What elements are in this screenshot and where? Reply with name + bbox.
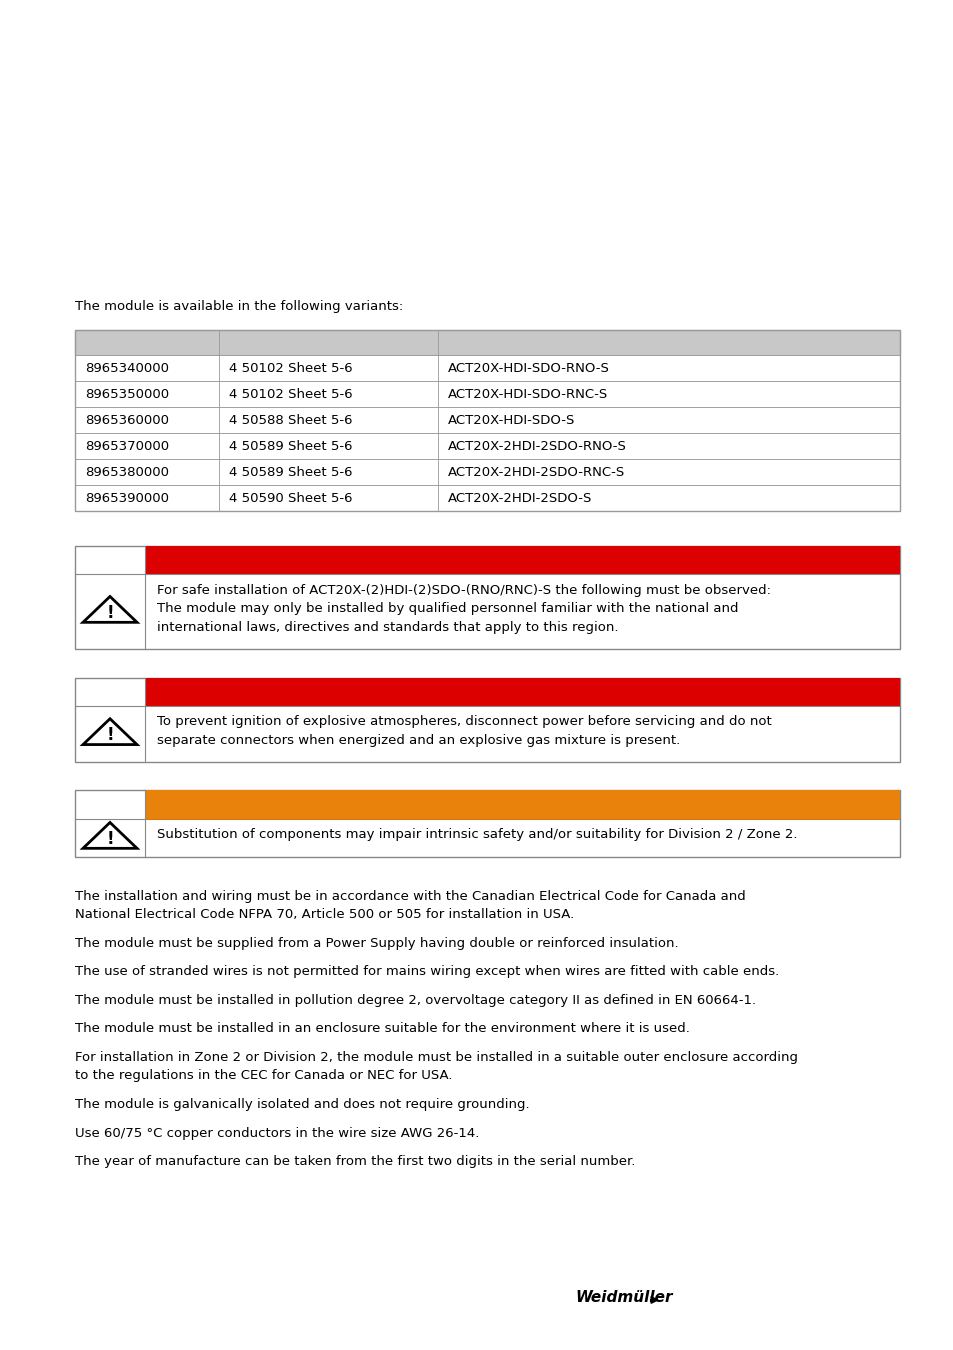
FancyBboxPatch shape bbox=[75, 329, 899, 355]
FancyBboxPatch shape bbox=[75, 459, 899, 485]
Text: The module is galvanically isolated and does not require grounding.: The module is galvanically isolated and … bbox=[75, 1098, 529, 1111]
FancyBboxPatch shape bbox=[145, 545, 899, 574]
Text: The use of stranded wires is not permitted for mains wiring except when wires ar: The use of stranded wires is not permitt… bbox=[75, 965, 779, 979]
Text: to the regulations in the CEC for Canada or NEC for USA.: to the regulations in the CEC for Canada… bbox=[75, 1069, 452, 1083]
Text: ACT20X-2HDI-2SDO-S: ACT20X-2HDI-2SDO-S bbox=[448, 491, 592, 505]
Text: Use 60/75 °C copper conductors in the wire size AWG 26-14.: Use 60/75 °C copper conductors in the wi… bbox=[75, 1126, 478, 1139]
Text: To prevent ignition of explosive atmospheres, disconnect power before servicing : To prevent ignition of explosive atmosph… bbox=[157, 716, 771, 729]
FancyBboxPatch shape bbox=[145, 791, 899, 818]
Text: Substitution of components may impair intrinsic safety and/or suitability for Di: Substitution of components may impair in… bbox=[157, 829, 797, 841]
FancyBboxPatch shape bbox=[75, 545, 899, 649]
Text: 4 50590 Sheet 5-6: 4 50590 Sheet 5-6 bbox=[229, 491, 353, 505]
Text: 8965380000: 8965380000 bbox=[85, 466, 169, 478]
Text: National Electrical Code NFPA 70, Article 500 or 505 for installation in USA.: National Electrical Code NFPA 70, Articl… bbox=[75, 909, 574, 922]
FancyBboxPatch shape bbox=[75, 678, 899, 763]
Text: 4 50102 Sheet 5-6: 4 50102 Sheet 5-6 bbox=[229, 362, 353, 374]
Text: 8965390000: 8965390000 bbox=[85, 491, 169, 505]
Text: The year of manufacture can be taken from the first two digits in the serial num: The year of manufacture can be taken fro… bbox=[75, 1156, 635, 1168]
Text: Weidmüller: Weidmüller bbox=[575, 1291, 672, 1305]
Text: For installation in Zone 2 or Division 2, the module must be installed in a suit: For installation in Zone 2 or Division 2… bbox=[75, 1052, 797, 1064]
Text: ACT20X-HDI-SDO-RNC-S: ACT20X-HDI-SDO-RNC-S bbox=[448, 387, 608, 401]
Text: 8965370000: 8965370000 bbox=[85, 440, 169, 452]
Text: The installation and wiring must be in accordance with the Canadian Electrical C: The installation and wiring must be in a… bbox=[75, 890, 745, 903]
Text: 4 50588 Sheet 5-6: 4 50588 Sheet 5-6 bbox=[229, 413, 353, 427]
Polygon shape bbox=[83, 718, 137, 745]
FancyBboxPatch shape bbox=[75, 381, 899, 406]
FancyBboxPatch shape bbox=[75, 355, 899, 381]
Text: ACT20X-2HDI-2SDO-RNO-S: ACT20X-2HDI-2SDO-RNO-S bbox=[448, 440, 626, 452]
Text: !: ! bbox=[106, 830, 113, 848]
Text: The module must be installed in an enclosure suitable for the environment where : The module must be installed in an enclo… bbox=[75, 1022, 689, 1035]
Text: ACT20X-HDI-SDO-RNO-S: ACT20X-HDI-SDO-RNO-S bbox=[448, 362, 609, 374]
Polygon shape bbox=[83, 822, 137, 848]
FancyBboxPatch shape bbox=[145, 678, 899, 706]
Text: ACT20X-2HDI-2SDO-RNC-S: ACT20X-2HDI-2SDO-RNC-S bbox=[448, 466, 624, 478]
Polygon shape bbox=[83, 597, 137, 622]
Text: 8965340000: 8965340000 bbox=[85, 362, 169, 374]
Text: international laws, directives and standards that apply to this region.: international laws, directives and stand… bbox=[157, 621, 618, 634]
Text: 4 50589 Sheet 5-6: 4 50589 Sheet 5-6 bbox=[229, 466, 353, 478]
Text: 8965350000: 8965350000 bbox=[85, 387, 169, 401]
Text: separate connectors when energized and an explosive gas mixture is present.: separate connectors when energized and a… bbox=[157, 734, 679, 747]
FancyBboxPatch shape bbox=[75, 791, 899, 857]
FancyBboxPatch shape bbox=[75, 485, 899, 512]
Text: For safe installation of ACT20X-(2)HDI-(2)SDO-(RNO/RNC)-S the following must be : For safe installation of ACT20X-(2)HDI-(… bbox=[157, 585, 770, 597]
Text: The module is available in the following variants:: The module is available in the following… bbox=[75, 300, 403, 313]
Text: The module must be supplied from a Power Supply having double or reinforced insu: The module must be supplied from a Power… bbox=[75, 937, 678, 950]
Text: 4 50589 Sheet 5-6: 4 50589 Sheet 5-6 bbox=[229, 440, 353, 452]
FancyBboxPatch shape bbox=[75, 433, 899, 459]
Text: ACT20X-HDI-SDO-S: ACT20X-HDI-SDO-S bbox=[448, 413, 575, 427]
Text: !: ! bbox=[106, 726, 113, 744]
FancyBboxPatch shape bbox=[75, 406, 899, 433]
Text: !: ! bbox=[106, 603, 113, 622]
Text: The module must be installed in pollution degree 2, overvoltage category II as d: The module must be installed in pollutio… bbox=[75, 994, 756, 1007]
Text: 8965360000: 8965360000 bbox=[85, 413, 169, 427]
Text: 4 50102 Sheet 5-6: 4 50102 Sheet 5-6 bbox=[229, 387, 353, 401]
Text: The module may only be installed by qualified personnel familiar with the nation: The module may only be installed by qual… bbox=[157, 602, 738, 616]
